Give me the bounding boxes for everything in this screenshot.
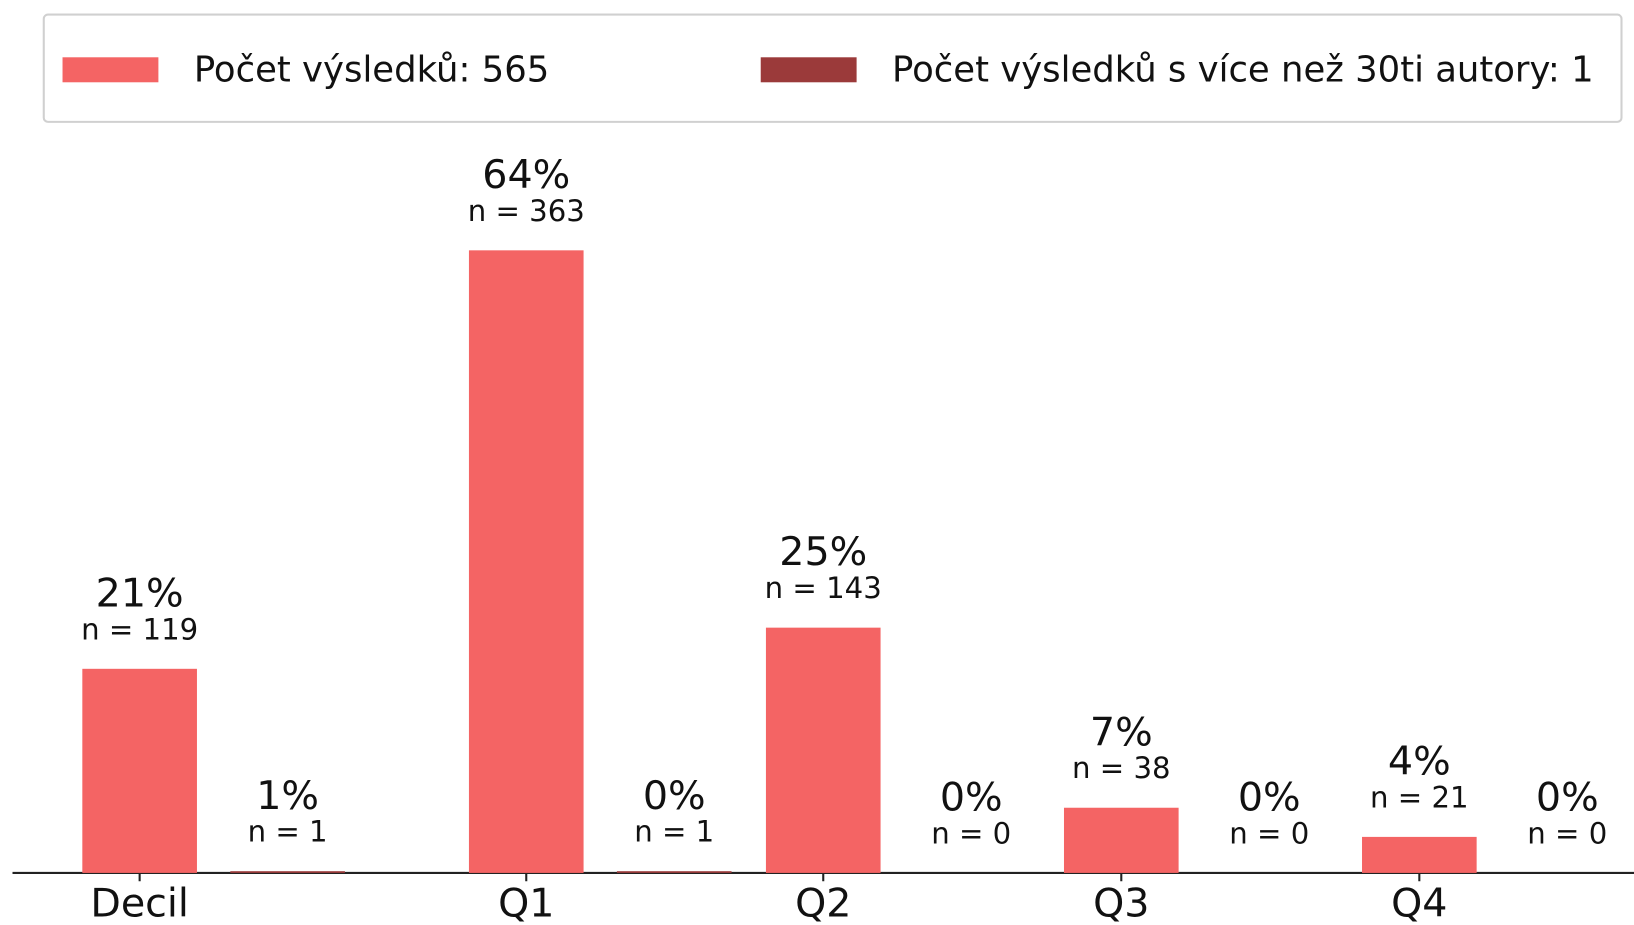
percent-label: 0% bbox=[643, 773, 706, 819]
bar bbox=[230, 871, 345, 873]
legend-label: Počet výsledků: 565 bbox=[193, 49, 550, 91]
percent-label: 0% bbox=[1238, 775, 1301, 821]
bar bbox=[82, 668, 197, 873]
data-label: n = 119 bbox=[81, 612, 198, 646]
data-label: n = 21 bbox=[1370, 780, 1469, 814]
x-tick-label: Q2 bbox=[795, 881, 851, 925]
data-label: n = 38 bbox=[1072, 751, 1171, 785]
x-tick-label: Q4 bbox=[1391, 881, 1447, 925]
bar bbox=[765, 627, 881, 873]
data-label: n = 1 bbox=[634, 815, 714, 849]
percent-label: 4% bbox=[1388, 738, 1451, 784]
data-label: n = 143 bbox=[765, 571, 882, 605]
data-label: n = 0 bbox=[1229, 816, 1309, 850]
percent-label: 25% bbox=[779, 529, 867, 575]
percent-label: 7% bbox=[1090, 709, 1153, 755]
x-tick-label: Q3 bbox=[1093, 881, 1149, 925]
bar bbox=[616, 871, 732, 873]
data-label: n = 0 bbox=[931, 816, 1011, 850]
bar bbox=[1063, 807, 1179, 873]
x-tick-label: Q1 bbox=[498, 881, 554, 925]
data-label: n = 1 bbox=[248, 815, 328, 849]
legend-label-box: Počet výsledků s více než 30ti autory: 1 bbox=[892, 49, 1594, 91]
x-tick-label: Decil bbox=[90, 881, 189, 925]
legend-label: Počet výsledků s více než 30ti autory: 1 bbox=[892, 49, 1594, 91]
percent-label: 64% bbox=[482, 152, 570, 198]
percent-label: 1% bbox=[256, 773, 319, 819]
percent-label: 0% bbox=[940, 775, 1003, 821]
legend-label-box: Počet výsledků: 565 bbox=[193, 49, 550, 91]
percent-label: 21% bbox=[96, 570, 184, 616]
data-label: n = 363 bbox=[468, 194, 585, 228]
legend-swatch bbox=[760, 57, 857, 83]
legend-swatch bbox=[62, 57, 159, 83]
bar bbox=[1362, 836, 1477, 873]
data-label: n = 0 bbox=[1527, 816, 1607, 850]
bar bbox=[468, 250, 584, 873]
percent-label: 0% bbox=[1536, 775, 1599, 821]
